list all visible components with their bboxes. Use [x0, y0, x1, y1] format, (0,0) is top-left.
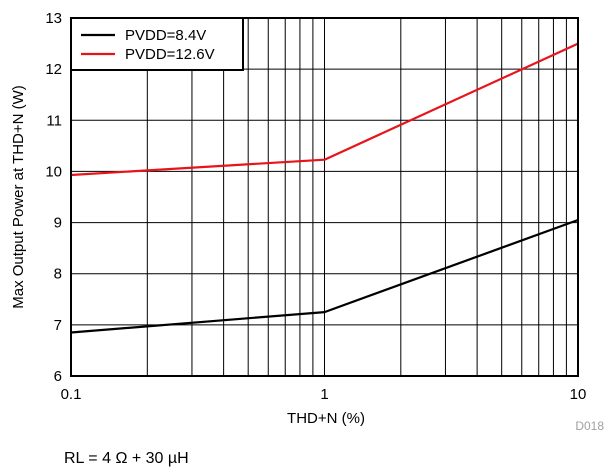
- grid: [71, 18, 578, 376]
- legend-box: [70, 17, 244, 71]
- y-tick-label: 8: [54, 266, 62, 283]
- series-line: [70, 42, 579, 177]
- x-tick-label: 1: [320, 386, 328, 403]
- series-line: [70, 218, 579, 334]
- series-lines: [70, 42, 579, 334]
- y-tick-label: 11: [46, 112, 62, 129]
- y-tick-label: 12: [45, 61, 62, 78]
- condition-note: RL = 4 Ω + 30 µH: [64, 450, 189, 467]
- y-axis-label: Max Output Power at THD+N (W): [10, 85, 27, 309]
- figure-id: D018: [575, 419, 604, 433]
- legend-label: PVDD=12.6V: [125, 46, 215, 63]
- legend: PVDD=8.4V PVDD=12.6V: [70, 17, 244, 71]
- y-tick-label: 9: [54, 215, 62, 232]
- x-axis-label: THD+N (%): [287, 410, 365, 427]
- legend-label: PVDD=8.4V: [125, 27, 206, 44]
- x-tick-label: 0.1: [61, 386, 82, 403]
- x-tick-label: 10: [570, 386, 587, 403]
- y-tick-label: 13: [45, 10, 62, 27]
- y-tick-label: 6: [54, 368, 62, 385]
- y-tick-label: 7: [54, 317, 62, 334]
- y-tick-label: 10: [45, 163, 62, 180]
- plot-frame: [70, 17, 579, 377]
- axes: 0.1 1 10 6 7 8 9 10 11 12 13: [45, 10, 586, 403]
